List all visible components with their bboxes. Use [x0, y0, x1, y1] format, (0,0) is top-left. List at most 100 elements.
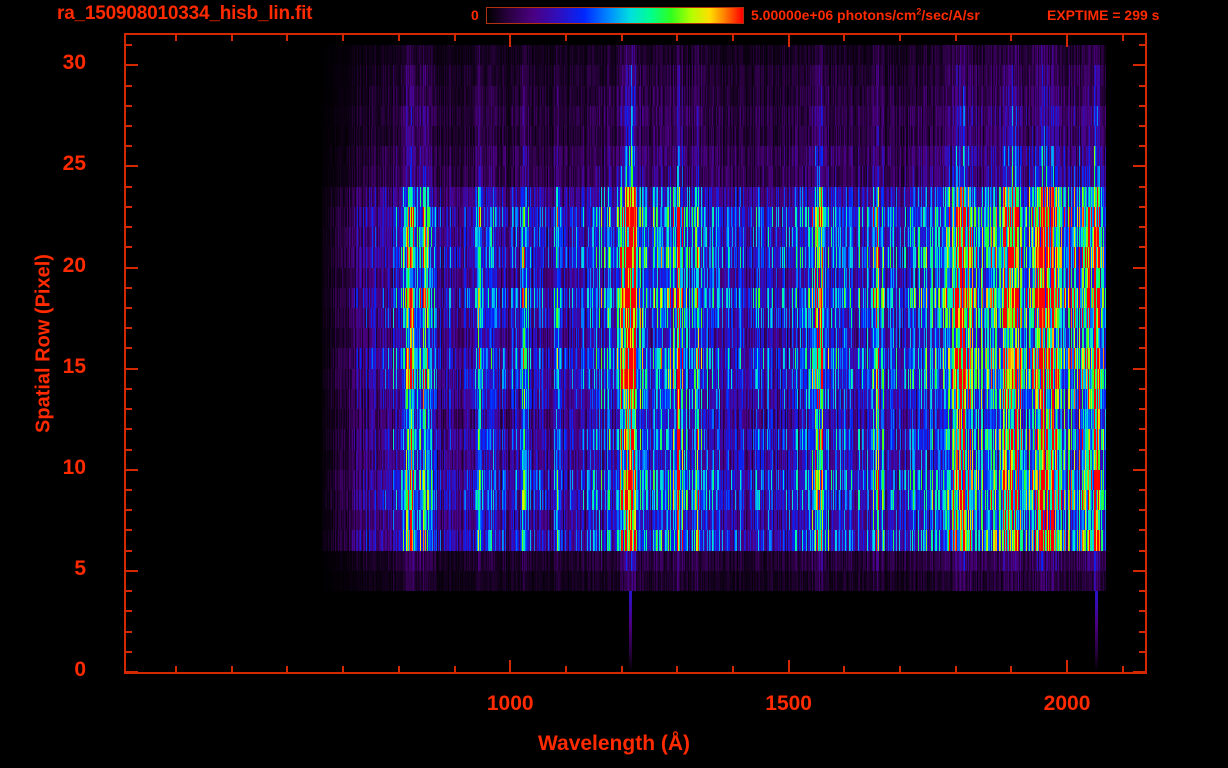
ytick-minor-right [1139, 550, 1147, 552]
xtick-major-top [788, 33, 790, 47]
ytick-minor-right [1139, 529, 1147, 531]
ytick-major-right [1133, 368, 1147, 370]
xtick-minor-top [732, 33, 734, 41]
ytick-minor [124, 186, 132, 188]
x-tick-label: 2000 [1043, 692, 1091, 715]
xtick-minor-top [231, 33, 233, 41]
ytick-minor [124, 145, 132, 147]
ytick-minor-right [1139, 651, 1147, 653]
xtick-major [788, 660, 790, 674]
colorbar-min-label: 0 [471, 7, 479, 23]
ytick-major [124, 64, 138, 66]
ytick-minor [124, 125, 132, 127]
ytick-minor-right [1139, 509, 1147, 511]
xtick-minor-top [342, 33, 344, 41]
ytick-minor-right [1139, 105, 1147, 107]
xtick-major [1066, 660, 1068, 674]
xtick-minor-top [955, 33, 957, 41]
ytick-minor-right [1139, 287, 1147, 289]
ytick-major [124, 469, 138, 471]
ytick-minor [124, 388, 132, 390]
xtick-minor-top [398, 33, 400, 41]
file-title: ra_150908010334_hisb_lin.fit [57, 3, 313, 24]
xtick-minor [342, 666, 344, 674]
xtick-minor-top [565, 33, 567, 41]
ytick-minor [124, 287, 132, 289]
xtick-minor [231, 666, 233, 674]
colorbar-units-exponent: 2 [916, 6, 922, 17]
ytick-major-right [1133, 64, 1147, 66]
ytick-minor-right [1139, 489, 1147, 491]
ytick-major-right [1133, 671, 1147, 673]
ytick-minor [124, 529, 132, 531]
xtick-minor-top [843, 33, 845, 41]
exptime-label: EXPTIME = 299 s [1047, 7, 1160, 23]
xtick-minor [175, 666, 177, 674]
ytick-minor [124, 307, 132, 309]
ytick-minor [124, 347, 132, 349]
xtick-minor [676, 666, 678, 674]
ytick-minor [124, 590, 132, 592]
xtick-minor-top [1010, 33, 1012, 41]
ytick-major-right [1133, 570, 1147, 572]
ytick-minor [124, 449, 132, 451]
heatmap-image [126, 35, 1145, 672]
y-tick-label: 30 [62, 51, 86, 75]
xtick-minor [398, 666, 400, 674]
ytick-minor-right [1139, 610, 1147, 612]
ytick-minor [124, 489, 132, 491]
ytick-minor [124, 44, 132, 46]
ytick-major [124, 368, 138, 370]
xtick-minor [621, 666, 623, 674]
xtick-major [509, 660, 511, 674]
colorbar-max-label: 5.00000e+06 photons/cm2/sec/A/sr [751, 7, 980, 23]
xtick-minor-top [1122, 33, 1124, 41]
xtick-minor [454, 666, 456, 674]
xtick-minor [286, 666, 288, 674]
ytick-minor [124, 610, 132, 612]
ytick-minor [124, 651, 132, 653]
ytick-minor [124, 85, 132, 87]
y-tick-label: 20 [62, 253, 86, 277]
colorbar [486, 7, 744, 24]
ytick-minor-right [1139, 85, 1147, 87]
ytick-minor-right [1139, 449, 1147, 451]
y-tick-label: 5 [74, 556, 86, 580]
xtick-major-top [509, 33, 511, 47]
xtick-minor-top [621, 33, 623, 41]
ytick-minor [124, 105, 132, 107]
ytick-minor-right [1139, 631, 1147, 633]
ytick-minor [124, 428, 132, 430]
ytick-major [124, 570, 138, 572]
ytick-minor-right [1139, 206, 1147, 208]
ytick-major [124, 671, 138, 673]
ytick-major-right [1133, 165, 1147, 167]
ytick-minor [124, 327, 132, 329]
ytick-minor [124, 246, 132, 248]
y-tick-label: 15 [62, 354, 86, 378]
y-axis-title: Spatial Row (Pixel) [32, 254, 55, 433]
ytick-minor-right [1139, 327, 1147, 329]
ytick-minor [124, 509, 132, 511]
xtick-major-top [1066, 33, 1068, 47]
x-tick-label: 1500 [765, 692, 812, 715]
xtick-minor [732, 666, 734, 674]
ytick-minor-right [1139, 590, 1147, 592]
xtick-minor-top [175, 33, 177, 41]
x-axis-title: Wavelength (Å) [537, 732, 691, 755]
ytick-minor-right [1139, 347, 1147, 349]
colorbar-units-pre: photons/cm [833, 7, 917, 23]
ytick-major [124, 267, 138, 269]
ytick-minor-right [1139, 428, 1147, 430]
ytick-minor [124, 408, 132, 410]
plot-frame [124, 33, 1147, 674]
xtick-minor-top [454, 33, 456, 41]
header-bar: ra_150908010334_hisb_lin.fit 0 5.00000e+… [0, 0, 1228, 32]
ytick-minor [124, 226, 132, 228]
xtick-minor [565, 666, 567, 674]
ytick-minor-right [1139, 125, 1147, 127]
colorbar-units-post: /sec/A/sr [921, 7, 980, 23]
ytick-minor-right [1139, 307, 1147, 309]
ytick-minor-right [1139, 145, 1147, 147]
